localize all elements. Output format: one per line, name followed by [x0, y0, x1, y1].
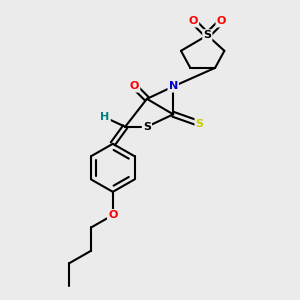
Text: O: O [108, 210, 118, 220]
Text: O: O [189, 16, 198, 26]
Text: O: O [130, 82, 139, 92]
Text: O: O [217, 16, 226, 26]
Text: H: H [100, 112, 110, 122]
Text: S: S [143, 122, 151, 132]
Text: N: N [169, 82, 178, 92]
Text: S: S [196, 119, 204, 129]
Text: S: S [203, 30, 211, 40]
